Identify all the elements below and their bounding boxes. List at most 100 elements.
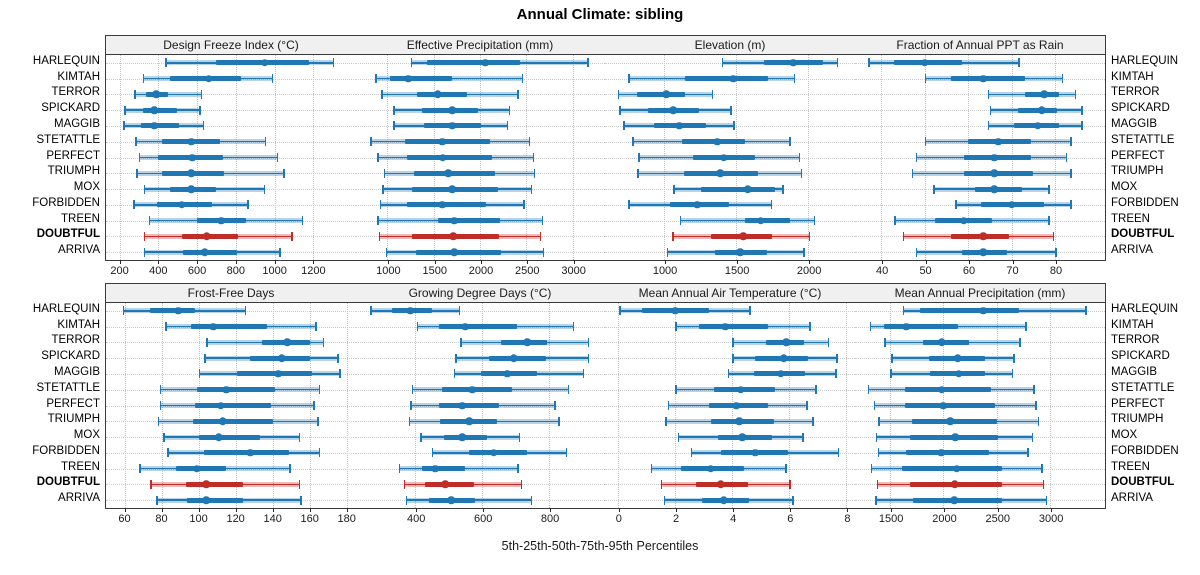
p95-cap [1070,137,1072,147]
p5-cap [453,369,456,379]
axis-tick-label: 600 [473,513,493,525]
site-label-stetattle: STETATTLE [1111,133,1175,146]
panel-frost-free-days: Frost-Free Days [105,283,357,509]
p5-cap [408,416,411,426]
p5-cap [868,58,870,68]
panel-title: Mean Annual Precipitation (mm) [855,284,1105,303]
median-dot [720,153,728,162]
median-dot [217,216,226,225]
site-labels-right-band2: HARLEQUIN KIMTAH TERROR SPICKARD MAGGIB STETA… [1111,302,1200,507]
row-guide-line [106,110,356,112]
axis-tick [676,508,677,512]
median-dot [222,385,231,394]
p5-cap [890,369,892,379]
axis-tick-label: 1200 [301,265,326,277]
p95-cap [1048,216,1050,226]
median-dot [729,74,737,83]
site-label-terror: TERROR [51,334,100,347]
iqr-band [468,450,528,456]
p95-cap [530,184,533,194]
x-axis-elevation-m: 1000 1500 2000 [606,260,856,286]
p95-cap [332,58,335,68]
median-dot [465,417,474,426]
p5-cap [370,306,372,316]
p5-cap [393,121,395,131]
panel-plot-area [855,55,1105,260]
median-dot [951,433,959,441]
axis-tick [198,508,200,512]
site-label-treen: TREEN [1111,460,1150,473]
median-dot [937,449,946,457]
median-dot [187,185,196,193]
iqr-band [682,139,745,145]
p5-cap [143,247,146,257]
median-dot [204,74,213,83]
median-dot [468,385,476,394]
p95-cap [827,337,830,347]
site-label-terror: TERROR [1111,334,1160,347]
median-dot [217,401,225,410]
p95-cap [533,168,536,178]
iqr-band [699,324,768,330]
p5-cap [873,401,876,410]
p95-cap [572,322,575,332]
p95-cap [798,153,801,162]
panel-title: Mean Annual Air Temperature (°C) [605,284,855,303]
iqr-band [1018,107,1058,113]
p5-cap [902,306,905,316]
axis-tick [809,260,811,264]
p5-cap [665,416,667,426]
site-label-forbidden: FORBIDDEN [1111,444,1179,457]
axis-tick [161,508,163,512]
site-label-kimtah: KIMTAH [1111,70,1154,83]
site-labels-left-band1: HARLEQUIN KIMTAH TERROR SPICKARD MAGGIB STETA… [2,54,100,259]
panel-fraction-of-annual-ppt-as-rain: Fraction of Annual PPT as Rain [855,35,1106,261]
p95-cap [517,464,519,474]
p95-cap [1070,200,1072,210]
site-label-triumph: TRIUMPH [1111,165,1164,178]
p95-cap [541,216,544,226]
p95-cap [565,448,568,458]
site-label-harlequin: HARLEQUIN [1111,302,1179,315]
p5-cap [150,479,152,489]
row-guide-line [855,125,1105,127]
site-label-spickard: SPICKARD [1111,102,1170,115]
p95-cap [815,385,817,395]
axis-tick [309,508,311,512]
axis-tick [1051,508,1053,512]
p5-cap [403,479,406,489]
x-axis-design-freeze-index-c: 200 400 600 800 1000 1200 [106,260,356,286]
median-dot [438,201,446,209]
p95-cap [276,153,279,162]
p95-cap [711,89,714,99]
p95-cap [806,401,808,410]
axis-tick [388,260,390,264]
p95-cap [1041,464,1043,474]
p95-cap [271,74,274,84]
site-label-arriva: ARRIVA [1111,244,1153,257]
p95-cap [792,495,794,505]
axis-tick-label: 3000 [1038,513,1064,525]
x-axis-fraction-of-annual-ppt-as-rain: 40 50 60 70 80 [856,260,1106,286]
median-dot [434,90,442,99]
site-label-harlequin: HARLEQUIN [32,54,100,67]
panel-plot-area [106,303,356,508]
p95-cap [506,121,509,131]
site-label-harlequin: HARLEQUIN [32,302,100,315]
site-label-treen: TREEN [61,460,100,473]
p95-cap [1081,121,1083,131]
panel-title: Fraction of Annual PPT as Rain [855,36,1105,55]
site-labels-right-band1: HARLEQUIN KIMTAH TERROR SPICKARD MAGGIB STETA… [1111,54,1200,259]
axis-tick-label: 100 [189,513,208,525]
p5-cap [136,168,138,178]
axis-tick [274,260,276,264]
p95-cap [1065,153,1068,162]
median-dot [743,185,752,193]
p5-cap [385,247,388,257]
row-guide-line [355,310,605,312]
row-guide-line [106,125,356,127]
p95-cap [835,369,837,379]
panel-title: Frost-Free Days [106,284,356,303]
p5-cap [876,479,879,489]
median-dot [448,185,456,193]
